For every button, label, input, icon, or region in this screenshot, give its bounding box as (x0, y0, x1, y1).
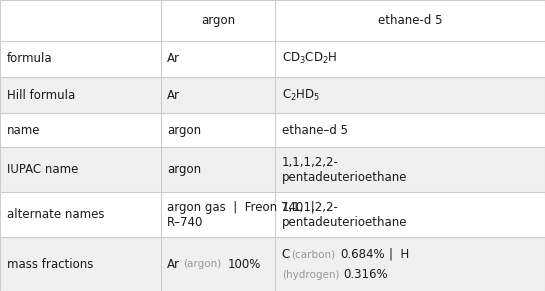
Text: ethane-d 5: ethane-d 5 (378, 14, 443, 27)
Bar (0, 41, 545, 77)
Text: (argon): (argon) (184, 259, 222, 269)
Text: name: name (7, 124, 40, 137)
Bar (0, 147, 545, 192)
Text: IUPAC name: IUPAC name (7, 163, 78, 176)
Text: C$_2$HD$_5$: C$_2$HD$_5$ (282, 88, 320, 103)
Text: ethane–d 5: ethane–d 5 (282, 124, 348, 137)
Text: formula: formula (7, 52, 52, 65)
Text: argon: argon (167, 163, 202, 176)
Text: (hydrogen): (hydrogen) (282, 270, 340, 280)
Text: (carbon): (carbon) (291, 249, 335, 259)
Text: mass fractions: mass fractions (7, 258, 93, 271)
Text: CD$_3$CD$_2$H: CD$_3$CD$_2$H (282, 52, 337, 66)
Text: argon: argon (167, 124, 202, 137)
Text: alternate names: alternate names (7, 208, 104, 221)
Bar (0, 237, 545, 291)
Text: 0.684%: 0.684% (341, 248, 385, 261)
Text: 0.316%: 0.316% (343, 268, 388, 281)
Text: 1,1,1,2,2-
pentadeuterioethane: 1,1,1,2,2- pentadeuterioethane (282, 200, 407, 229)
Bar (0, 0, 545, 41)
Text: argon: argon (201, 14, 235, 27)
Text: argon gas  |  Freon 740  |
R–740: argon gas | Freon 740 | R–740 (167, 200, 315, 229)
Bar (0, 192, 545, 237)
Bar (0, 77, 545, 113)
Text: 1,1,1,2,2-
pentadeuterioethane: 1,1,1,2,2- pentadeuterioethane (282, 155, 407, 184)
Text: |  H: | H (389, 248, 409, 261)
Text: Ar: Ar (167, 52, 180, 65)
Text: Ar: Ar (167, 258, 180, 271)
Bar (0, 113, 545, 147)
Text: Ar: Ar (167, 89, 180, 102)
Text: Hill formula: Hill formula (7, 89, 75, 102)
Text: 100%: 100% (228, 258, 261, 271)
Text: C: C (282, 248, 290, 261)
